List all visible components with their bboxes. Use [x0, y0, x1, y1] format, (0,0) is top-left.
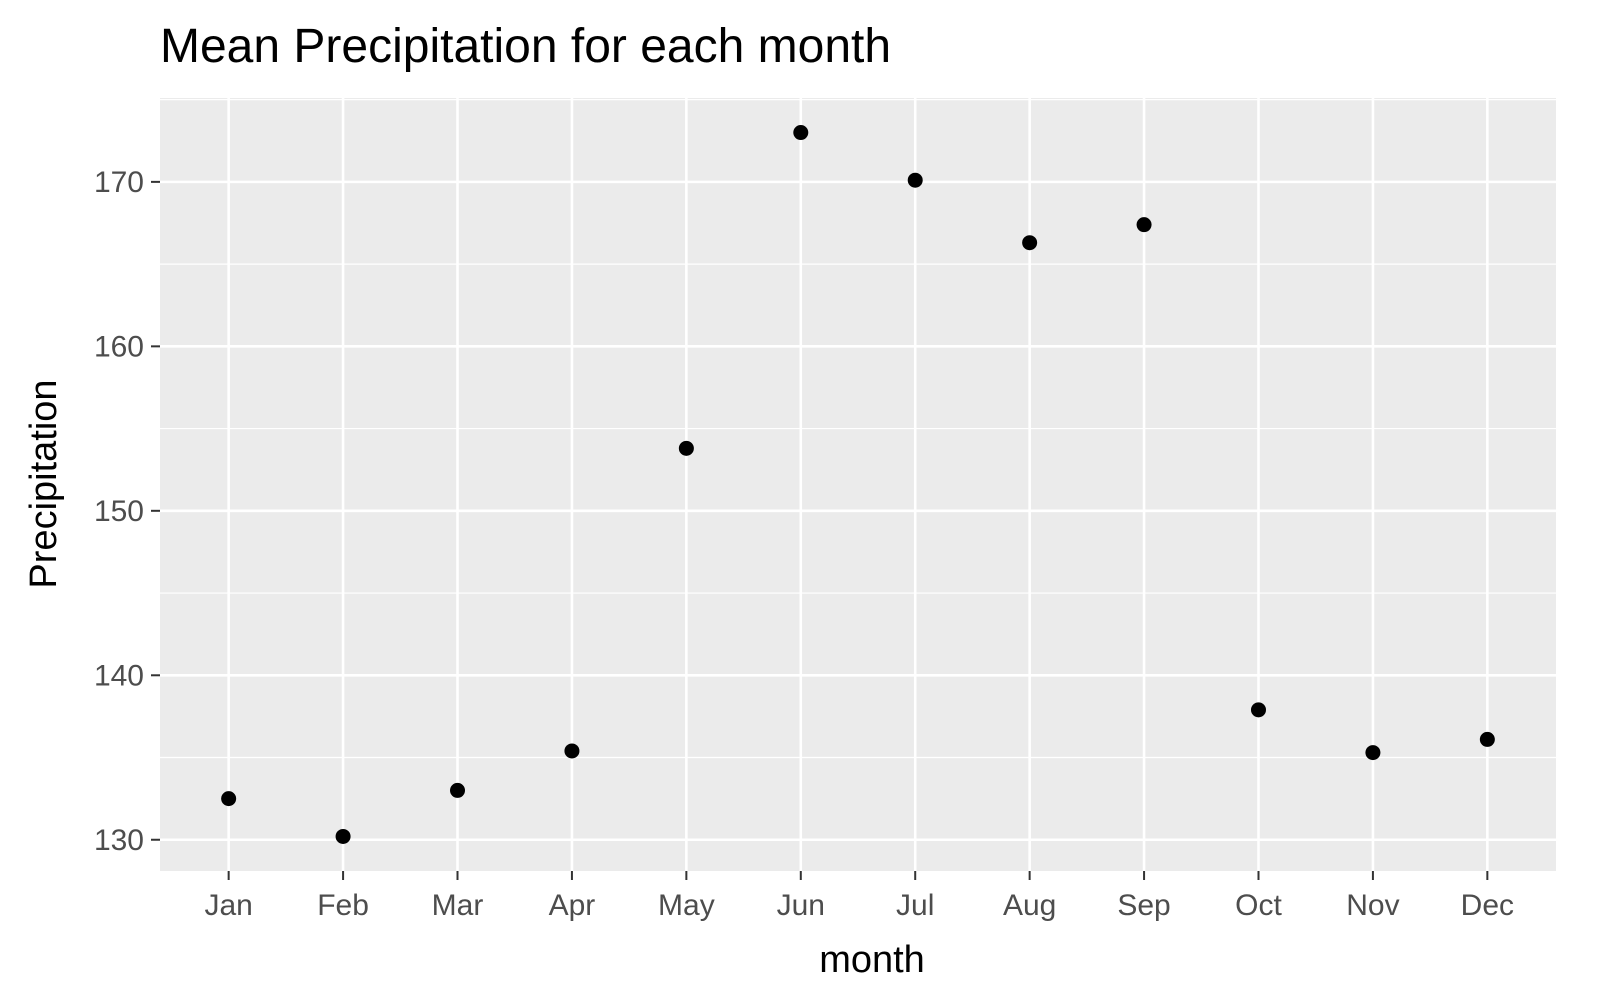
- y-axis-title: Precipitation: [23, 379, 65, 588]
- x-tick-label: Feb: [317, 889, 369, 922]
- plot-panel: [160, 98, 1556, 871]
- data-point-aug: [1022, 235, 1038, 251]
- y-tick-label: 130: [94, 824, 144, 857]
- y-tick-label: 140: [94, 659, 144, 692]
- y-tick-label: 170: [94, 166, 144, 199]
- x-tick-label: Oct: [1235, 889, 1282, 922]
- chart-title: Mean Precipitation for each month: [160, 20, 891, 73]
- minor-gridlines: [160, 99, 1556, 759]
- x-tick-label: Aug: [1003, 889, 1056, 922]
- y-tick-label: 160: [94, 330, 144, 363]
- x-tick-label: May: [658, 889, 715, 922]
- x-tick-label: Nov: [1346, 889, 1399, 922]
- data-point-jun: [793, 125, 809, 141]
- data-point-mar: [450, 782, 466, 798]
- x-axis-title: month: [819, 939, 925, 981]
- x-tick-label: Sep: [1117, 889, 1170, 922]
- x-tick-label: Jul: [896, 889, 934, 922]
- data-point-apr: [564, 743, 580, 759]
- data-point-nov: [1365, 745, 1381, 761]
- data-point-sep: [1136, 217, 1152, 233]
- data-point-jul: [907, 172, 923, 188]
- x-tick-label: Dec: [1461, 889, 1514, 922]
- data-point-jan: [221, 791, 237, 807]
- data-point-feb: [335, 828, 351, 844]
- x-tick-label: Jan: [204, 889, 252, 922]
- x-tick-label: Jun: [777, 889, 825, 922]
- y-axis: 130 140 150 160 170: [94, 166, 160, 857]
- data-points: [221, 125, 1495, 844]
- x-tick-label: Apr: [549, 889, 596, 922]
- data-point-dec: [1479, 731, 1495, 747]
- y-tick-label: 150: [94, 495, 144, 528]
- data-point-oct: [1250, 702, 1266, 718]
- data-point-may: [678, 440, 694, 456]
- x-axis: Jan Feb Mar Apr May Jun Jul Aug Sep Oct Nov Dec: [204, 871, 1514, 922]
- x-tick-label: Mar: [432, 889, 484, 922]
